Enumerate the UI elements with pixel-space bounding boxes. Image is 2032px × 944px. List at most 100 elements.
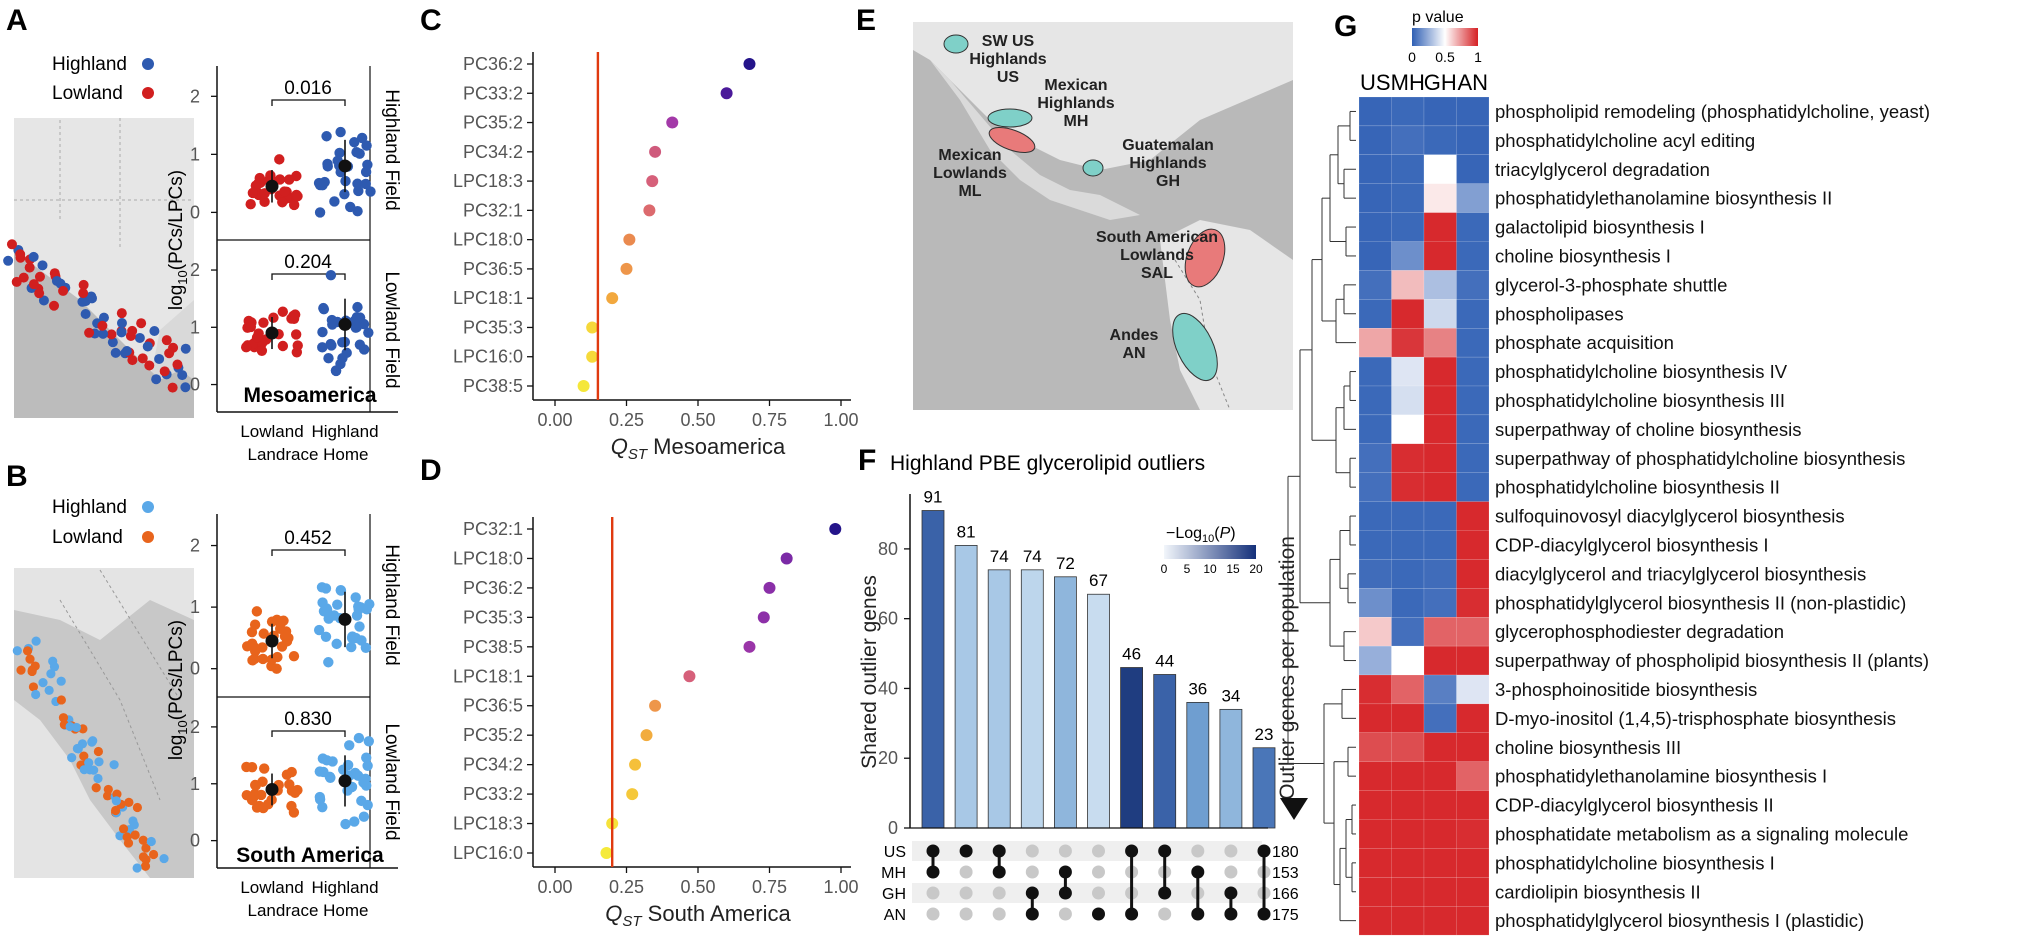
heatmap-cell	[1358, 674, 1392, 705]
upset-bar-value: 23	[1255, 725, 1274, 744]
heatmap-cell	[1358, 154, 1392, 184]
bracket-a-top	[271, 99, 346, 106]
strip-points-a	[240, 126, 376, 377]
legend-a-lowland-label: Lowland	[52, 83, 123, 104]
matrix-dot	[992, 907, 1006, 921]
map-point	[6, 239, 17, 250]
category-label: PC35:2	[463, 113, 523, 133]
heatmap-cell	[1423, 443, 1457, 473]
heatmap-cell	[1456, 154, 1490, 184]
heatmap-cell	[1423, 617, 1457, 647]
heatmap-cell	[1456, 356, 1490, 387]
heatmap-cell	[1358, 848, 1392, 878]
strip-point	[247, 187, 259, 199]
category-label: LPC16:0	[453, 843, 523, 863]
strip-point	[286, 785, 298, 797]
map-region-label: US	[997, 69, 1020, 86]
matrix-dot	[959, 907, 973, 921]
ytick-label: 40	[878, 678, 898, 698]
strip-point	[353, 732, 365, 744]
heatmap-cell	[1423, 588, 1457, 618]
strip-point	[281, 636, 293, 647]
ytick-label: 60	[878, 609, 898, 629]
panel-letter-d: D	[420, 454, 442, 487]
strip-point	[320, 583, 332, 594]
set-label: MH	[881, 865, 906, 882]
strip-point	[279, 186, 290, 197]
strip-point	[318, 303, 330, 315]
heatmap-row-label: D-myo-inositol (1,4,5)-trisphosphate bio…	[1495, 708, 1896, 729]
map-region-label: Guatemalan	[1122, 137, 1214, 154]
heatmap-cell	[1358, 588, 1392, 618]
matrix-dot	[926, 907, 940, 921]
map-point	[116, 318, 127, 329]
heatmap-cell	[1358, 877, 1392, 907]
heatmap-row-label: phosphatidylcholine biosynthesis IV	[1495, 361, 1788, 382]
strip-point	[321, 755, 333, 766]
qst-point	[743, 640, 756, 653]
map-region-label: Andes	[1110, 327, 1159, 344]
qst-point	[600, 847, 613, 859]
map-e-americas	[913, 22, 1293, 411]
legend-a-highland-label: Highland	[52, 54, 127, 75]
upset-plot-f: 0 20 40 60 80 Shared outlier genes 91 81 74 74 72 6…	[858, 488, 1308, 924]
heatmap-cell	[1391, 328, 1425, 358]
strip-point	[351, 147, 362, 158]
category-label: PC32:1	[463, 519, 523, 539]
heatmap-cell	[1423, 906, 1457, 936]
map-point	[180, 343, 191, 354]
upset-bar	[987, 569, 1011, 829]
panel-letter-f: F	[858, 444, 876, 477]
heatmap-row-label: CDP-diacylglycerol biosynthesis I	[1495, 534, 1769, 555]
qst-point	[623, 233, 636, 246]
strip-point	[277, 306, 289, 317]
map-region-label: AN	[1122, 345, 1145, 362]
map-point	[31, 636, 41, 646]
map-region-label: SAL	[1141, 265, 1173, 282]
map-point	[148, 849, 159, 860]
heatmap-row-label: 3-phosphoinositide biosynthesis	[1495, 679, 1757, 700]
strip-point	[246, 794, 258, 806]
heatmap-cell	[1456, 906, 1490, 936]
heatmap-cell	[1456, 703, 1490, 734]
heatmap-cell	[1391, 154, 1425, 184]
map-a-points	[3, 239, 191, 393]
category-label: PC36:5	[463, 696, 523, 716]
panel-letter-b: B	[6, 460, 28, 493]
heatmap-row-label: diacylglycerol and triacylglycerol biosy…	[1495, 563, 1866, 584]
map-e-region-mh	[987, 108, 1033, 128]
map-point	[109, 760, 119, 770]
heatmap-cell	[1423, 645, 1457, 676]
panel-letter-c: C	[420, 4, 442, 37]
heatmap-cell	[1391, 125, 1425, 156]
map-region-label: Lowlands	[1120, 247, 1194, 264]
heatmap-cell	[1423, 732, 1457, 762]
qst-plot-d: PC32:1 LPC18:0 PC36:2 PC35:3 PC38:5 LPC18:1 PC…	[453, 517, 859, 930]
heatmap-legend-tick-0.5: 0.5	[1435, 49, 1455, 65]
map-point	[111, 796, 121, 806]
heatmap-cell	[1423, 674, 1457, 705]
heatmap-cell	[1456, 617, 1490, 647]
strip-point	[321, 131, 332, 142]
ytick-label: 0	[190, 659, 200, 679]
upset-bar-value: 74	[1023, 547, 1042, 566]
map-point	[73, 744, 83, 754]
map-point	[159, 853, 169, 864]
map-point	[24, 262, 35, 273]
upset-bar	[1120, 667, 1143, 829]
strip-point	[328, 610, 340, 621]
heatmap-cell	[1391, 270, 1425, 300]
heatmap-cell	[1456, 848, 1490, 878]
matrix-dot	[1092, 886, 1105, 900]
heatmap-legend-bar	[1412, 28, 1478, 46]
strip-point	[249, 645, 261, 657]
heatmap-dendrogram	[1287, 110, 1356, 922]
map-point	[38, 678, 48, 688]
strip-point	[266, 616, 278, 627]
strip-point	[329, 196, 340, 207]
xtick-label: 0.00	[537, 410, 572, 430]
mean-point	[338, 317, 352, 331]
heatmap-cell	[1423, 183, 1457, 213]
strip-point	[320, 631, 332, 642]
heatmap-row-label: choline biosynthesis III	[1495, 737, 1681, 758]
